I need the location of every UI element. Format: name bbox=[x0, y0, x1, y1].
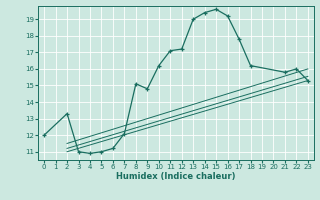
X-axis label: Humidex (Indice chaleur): Humidex (Indice chaleur) bbox=[116, 172, 236, 181]
